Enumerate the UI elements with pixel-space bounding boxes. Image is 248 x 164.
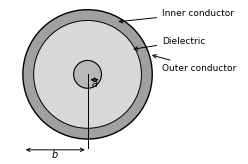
Text: b: b — [52, 150, 58, 160]
Circle shape — [23, 10, 152, 139]
Circle shape — [74, 61, 101, 88]
Text: a: a — [92, 79, 97, 89]
Circle shape — [34, 20, 141, 128]
Text: Inner conductor: Inner conductor — [119, 9, 234, 23]
Text: Outer conductor: Outer conductor — [153, 55, 236, 73]
Text: Dielectric: Dielectric — [134, 37, 206, 50]
